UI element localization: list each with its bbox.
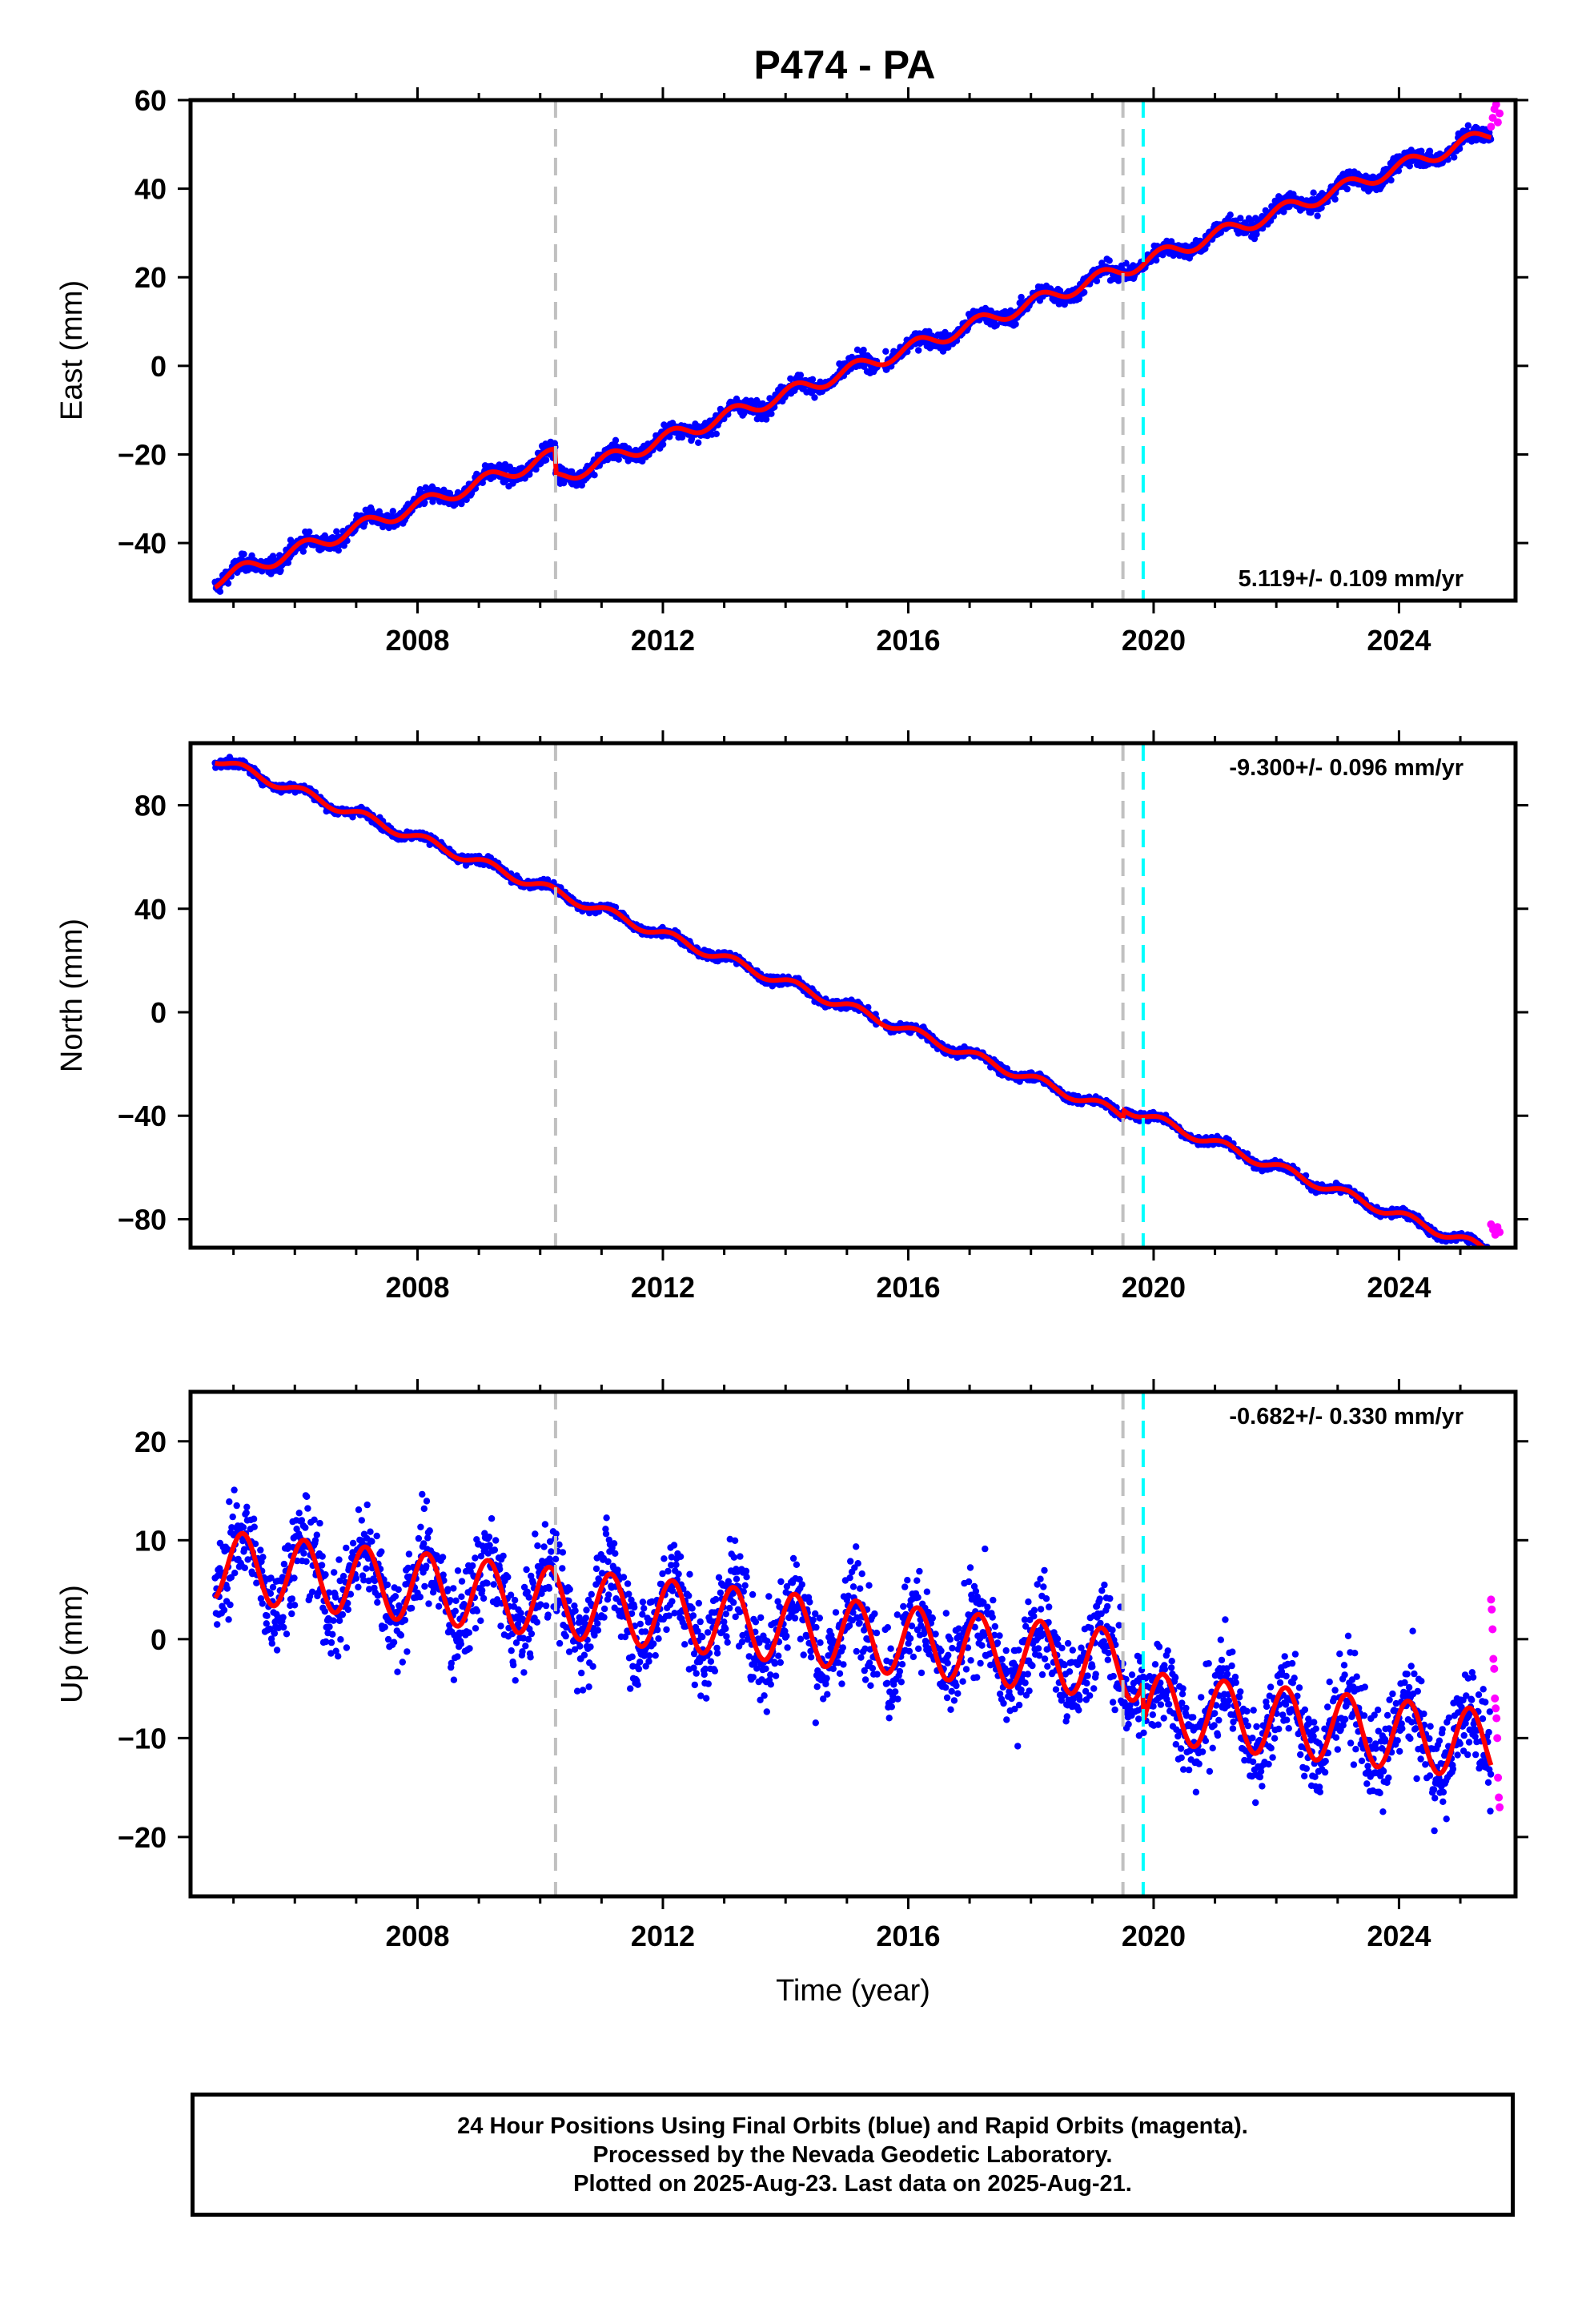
final-orbit-point (1012, 320, 1019, 328)
final-orbit-point (1310, 189, 1317, 196)
y-axis-label: East (mm) (55, 280, 89, 420)
x-tick-label: 2008 (385, 624, 449, 657)
final-orbit-point (1451, 154, 1458, 161)
final-orbit-point (284, 559, 292, 566)
rapid-orbit-point (1493, 118, 1502, 127)
final-orbit-point (768, 410, 775, 417)
final-orbit-point (860, 346, 867, 354)
x-tick-label: 2016 (876, 624, 940, 657)
plot-area (211, 100, 1504, 595)
final-orbit-point (787, 375, 794, 382)
y-tick-label: −40 (118, 527, 167, 560)
final-orbit-point (506, 463, 513, 471)
x-tick-label: 2024 (1367, 624, 1431, 657)
final-orbit-point (1237, 215, 1244, 222)
model-fit-line (214, 131, 1492, 590)
final-orbit-point (1387, 176, 1395, 184)
final-orbit-point (1456, 145, 1464, 152)
final-orbit-point (277, 567, 284, 574)
velocity-label: 5.119+/- 0.109 mm/yr (1239, 566, 1464, 592)
final-orbit-point (1018, 293, 1025, 301)
final-orbit-point (625, 445, 632, 452)
final-orbit-point (695, 439, 702, 446)
final-orbit-point (306, 528, 313, 536)
final-orbit-point (463, 496, 470, 504)
final-orbit-point (915, 347, 922, 354)
final-orbit-point (1464, 122, 1472, 129)
final-orbit-point (797, 372, 805, 379)
final-orbit-point (333, 528, 340, 535)
final-orbit-point (678, 433, 686, 441)
final-orbit-point (945, 344, 952, 351)
final-orbit-point (542, 456, 550, 464)
y-tick-label: 40 (135, 173, 167, 206)
final-orbit-point (762, 416, 770, 423)
final-orbit-point (1343, 185, 1351, 193)
final-orbit-point (759, 400, 766, 408)
final-orbit-point (1280, 208, 1287, 215)
final-orbit-point (299, 548, 307, 555)
final-orbit-point (882, 348, 889, 355)
final-orbit-point (659, 440, 667, 448)
y-tick-label: 20 (135, 261, 167, 294)
final-orbit-point (591, 472, 598, 479)
y-tick-label: −20 (118, 438, 167, 471)
final-orbit-point (1406, 163, 1414, 170)
final-orbit-point (811, 394, 818, 401)
final-orbit-point (321, 532, 328, 539)
plot-frame (188, 98, 1518, 603)
rapid-orbit-point (1492, 100, 1500, 109)
final-orbit-point (1395, 167, 1403, 175)
final-orbit-point (335, 547, 342, 554)
final-orbit-point (269, 553, 277, 560)
final-orbit-point (240, 550, 247, 558)
figure-title: P474 - PA (754, 42, 936, 87)
final-orbit-point (612, 436, 620, 444)
final-orbit-point (1331, 195, 1339, 203)
y-tick-label: 60 (135, 84, 167, 117)
x-tick-label: 2012 (631, 624, 695, 657)
final-orbit-point (389, 508, 396, 515)
final-orbit-point (1093, 277, 1101, 285)
final-orbit-point (993, 321, 1000, 329)
final-orbit-point (224, 580, 232, 587)
y-tick-label: 0 (151, 350, 167, 383)
final-orbit-point (216, 588, 224, 595)
final-orbit-point (1056, 287, 1064, 295)
final-orbit-point (1153, 256, 1160, 264)
final-orbit-point (1106, 257, 1113, 264)
final-orbit-point (1227, 211, 1234, 219)
final-orbit-point (421, 499, 428, 506)
chart-panel-1: 2008 2012 2016 2020 2024 −40 −20 0 20 40 60 East (m… (55, 84, 1528, 657)
x-tick-label: 2020 (1122, 624, 1186, 657)
final-orbit-point (578, 481, 585, 489)
rapid-orbit-point (1487, 123, 1496, 131)
final-orbit-point (1314, 212, 1321, 219)
rapid-orbit-point (1496, 109, 1504, 118)
final-orbit-point (340, 542, 347, 549)
final-orbit-point (1075, 295, 1083, 303)
final-orbit-point (809, 376, 817, 383)
final-orbit-point (713, 430, 720, 437)
final-orbit-point (479, 479, 486, 486)
final-orbit-point (1081, 288, 1088, 296)
plot-area (211, 754, 1504, 1248)
